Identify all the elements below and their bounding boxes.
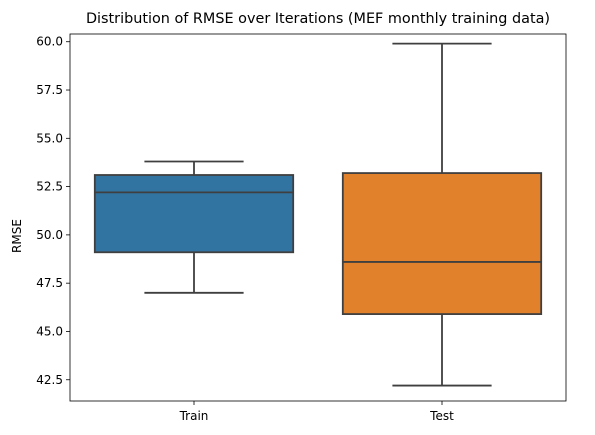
y-tick-label: 47.5	[36, 276, 63, 290]
y-tick-label: 50.0	[36, 228, 63, 242]
plot-area: 42.5 45.0 47.5 50.0 52.5 55.0 57.5 60.0 Train Tes…	[36, 33, 567, 423]
y-tick-label: 60.0	[36, 35, 63, 49]
y-tick-label: 57.5	[36, 83, 63, 97]
y-tick-label: 45.0	[36, 324, 63, 338]
chart-title: Distribution of RMSE over Iterations (ME…	[86, 11, 550, 27]
box-train	[93, 174, 295, 254]
axes-frame	[69, 33, 567, 402]
x-tick-label: Test	[429, 409, 454, 423]
y-tick-label: 55.0	[36, 131, 63, 145]
y-tick-label: 42.5	[36, 373, 63, 387]
y-tick-label: 52.5	[36, 180, 63, 194]
y-axis-label: RMSE	[10, 219, 24, 253]
box-test	[341, 172, 543, 315]
x-tick-label: Train	[179, 409, 209, 423]
